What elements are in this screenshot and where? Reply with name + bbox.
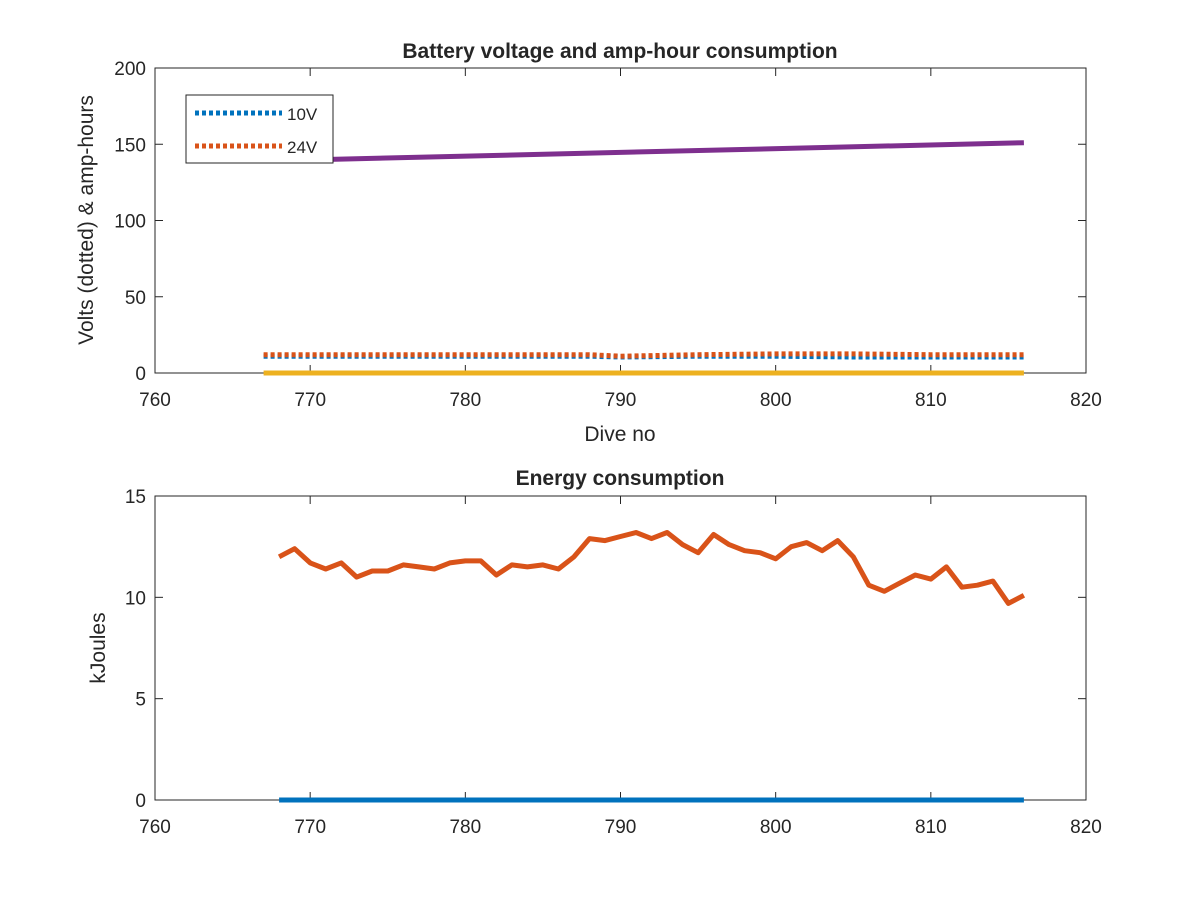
energy-x-tick-label: 770: [294, 817, 326, 838]
energy-y-tick-label: 10: [125, 588, 146, 609]
energy-x-tick-label: 820: [1070, 817, 1102, 838]
energy-x-tick-label: 760: [139, 817, 171, 838]
voltage-x-tick-label: 790: [605, 390, 637, 411]
voltage-series-line-24v: [263, 351, 1024, 359]
energy-series-line-2: [277, 530, 1026, 606]
energy-y-tick-label: 15: [125, 487, 146, 508]
legend-label-10v: 10V: [287, 105, 318, 124]
legend-box: [185, 94, 334, 164]
voltage-y-tick-label: 200: [114, 59, 146, 80]
voltage-x-tick-label: 800: [760, 390, 792, 411]
energy-x-tick-label: 790: [605, 817, 637, 838]
energy-y-axis-label: kJoules: [87, 612, 110, 683]
voltage-x-tick-label: 770: [294, 390, 326, 411]
voltage-axis-ticks: 760 770 780 790 800 810 820 0 50 100 150 200: [114, 59, 1102, 411]
energy-plot-area: [154, 495, 1087, 801]
voltage-x-tick-label: 810: [915, 390, 947, 411]
voltage-x-axis-label: Dive no: [584, 423, 655, 446]
energy-chart-title: Energy consumption: [516, 467, 725, 490]
energy-series-group: [277, 530, 1026, 803]
voltage-series-line-4: [263, 140, 1024, 164]
voltage-y-tick-label: 150: [114, 135, 146, 156]
energy-y-tick-label: 0: [135, 791, 146, 812]
voltage-series-group: [263, 140, 1024, 376]
energy-x-tick-label: 810: [915, 817, 947, 838]
voltage-y-axis-label: Volts (dotted) & amp-hours: [75, 95, 98, 345]
voltage-axes: Battery voltage and amp-hour consumption…: [75, 40, 1102, 446]
voltage-chart-title: Battery voltage and amp-hour consumption: [402, 40, 837, 63]
voltage-x-tick-label: 820: [1070, 390, 1102, 411]
voltage-y-tick-label: 100: [114, 212, 146, 233]
voltage-y-tick-label: 50: [125, 288, 146, 309]
legend: 10V 24V: [185, 94, 334, 164]
energy-axes: Energy consumption 760 770 780 790 800 810 820…: [87, 467, 1102, 838]
energy-x-tick-label: 780: [449, 817, 481, 838]
energy-axis-ticks: 760 770 780 790 800 810 820 0 5 10 15: [125, 487, 1102, 838]
legend-label-24v: 24V: [287, 138, 318, 157]
voltage-x-tick-label: 780: [449, 390, 481, 411]
energy-y-tick-label: 5: [135, 690, 146, 711]
energy-x-tick-label: 800: [760, 817, 792, 838]
voltage-y-tick-label: 0: [135, 364, 146, 385]
voltage-x-tick-label: 760: [139, 390, 171, 411]
